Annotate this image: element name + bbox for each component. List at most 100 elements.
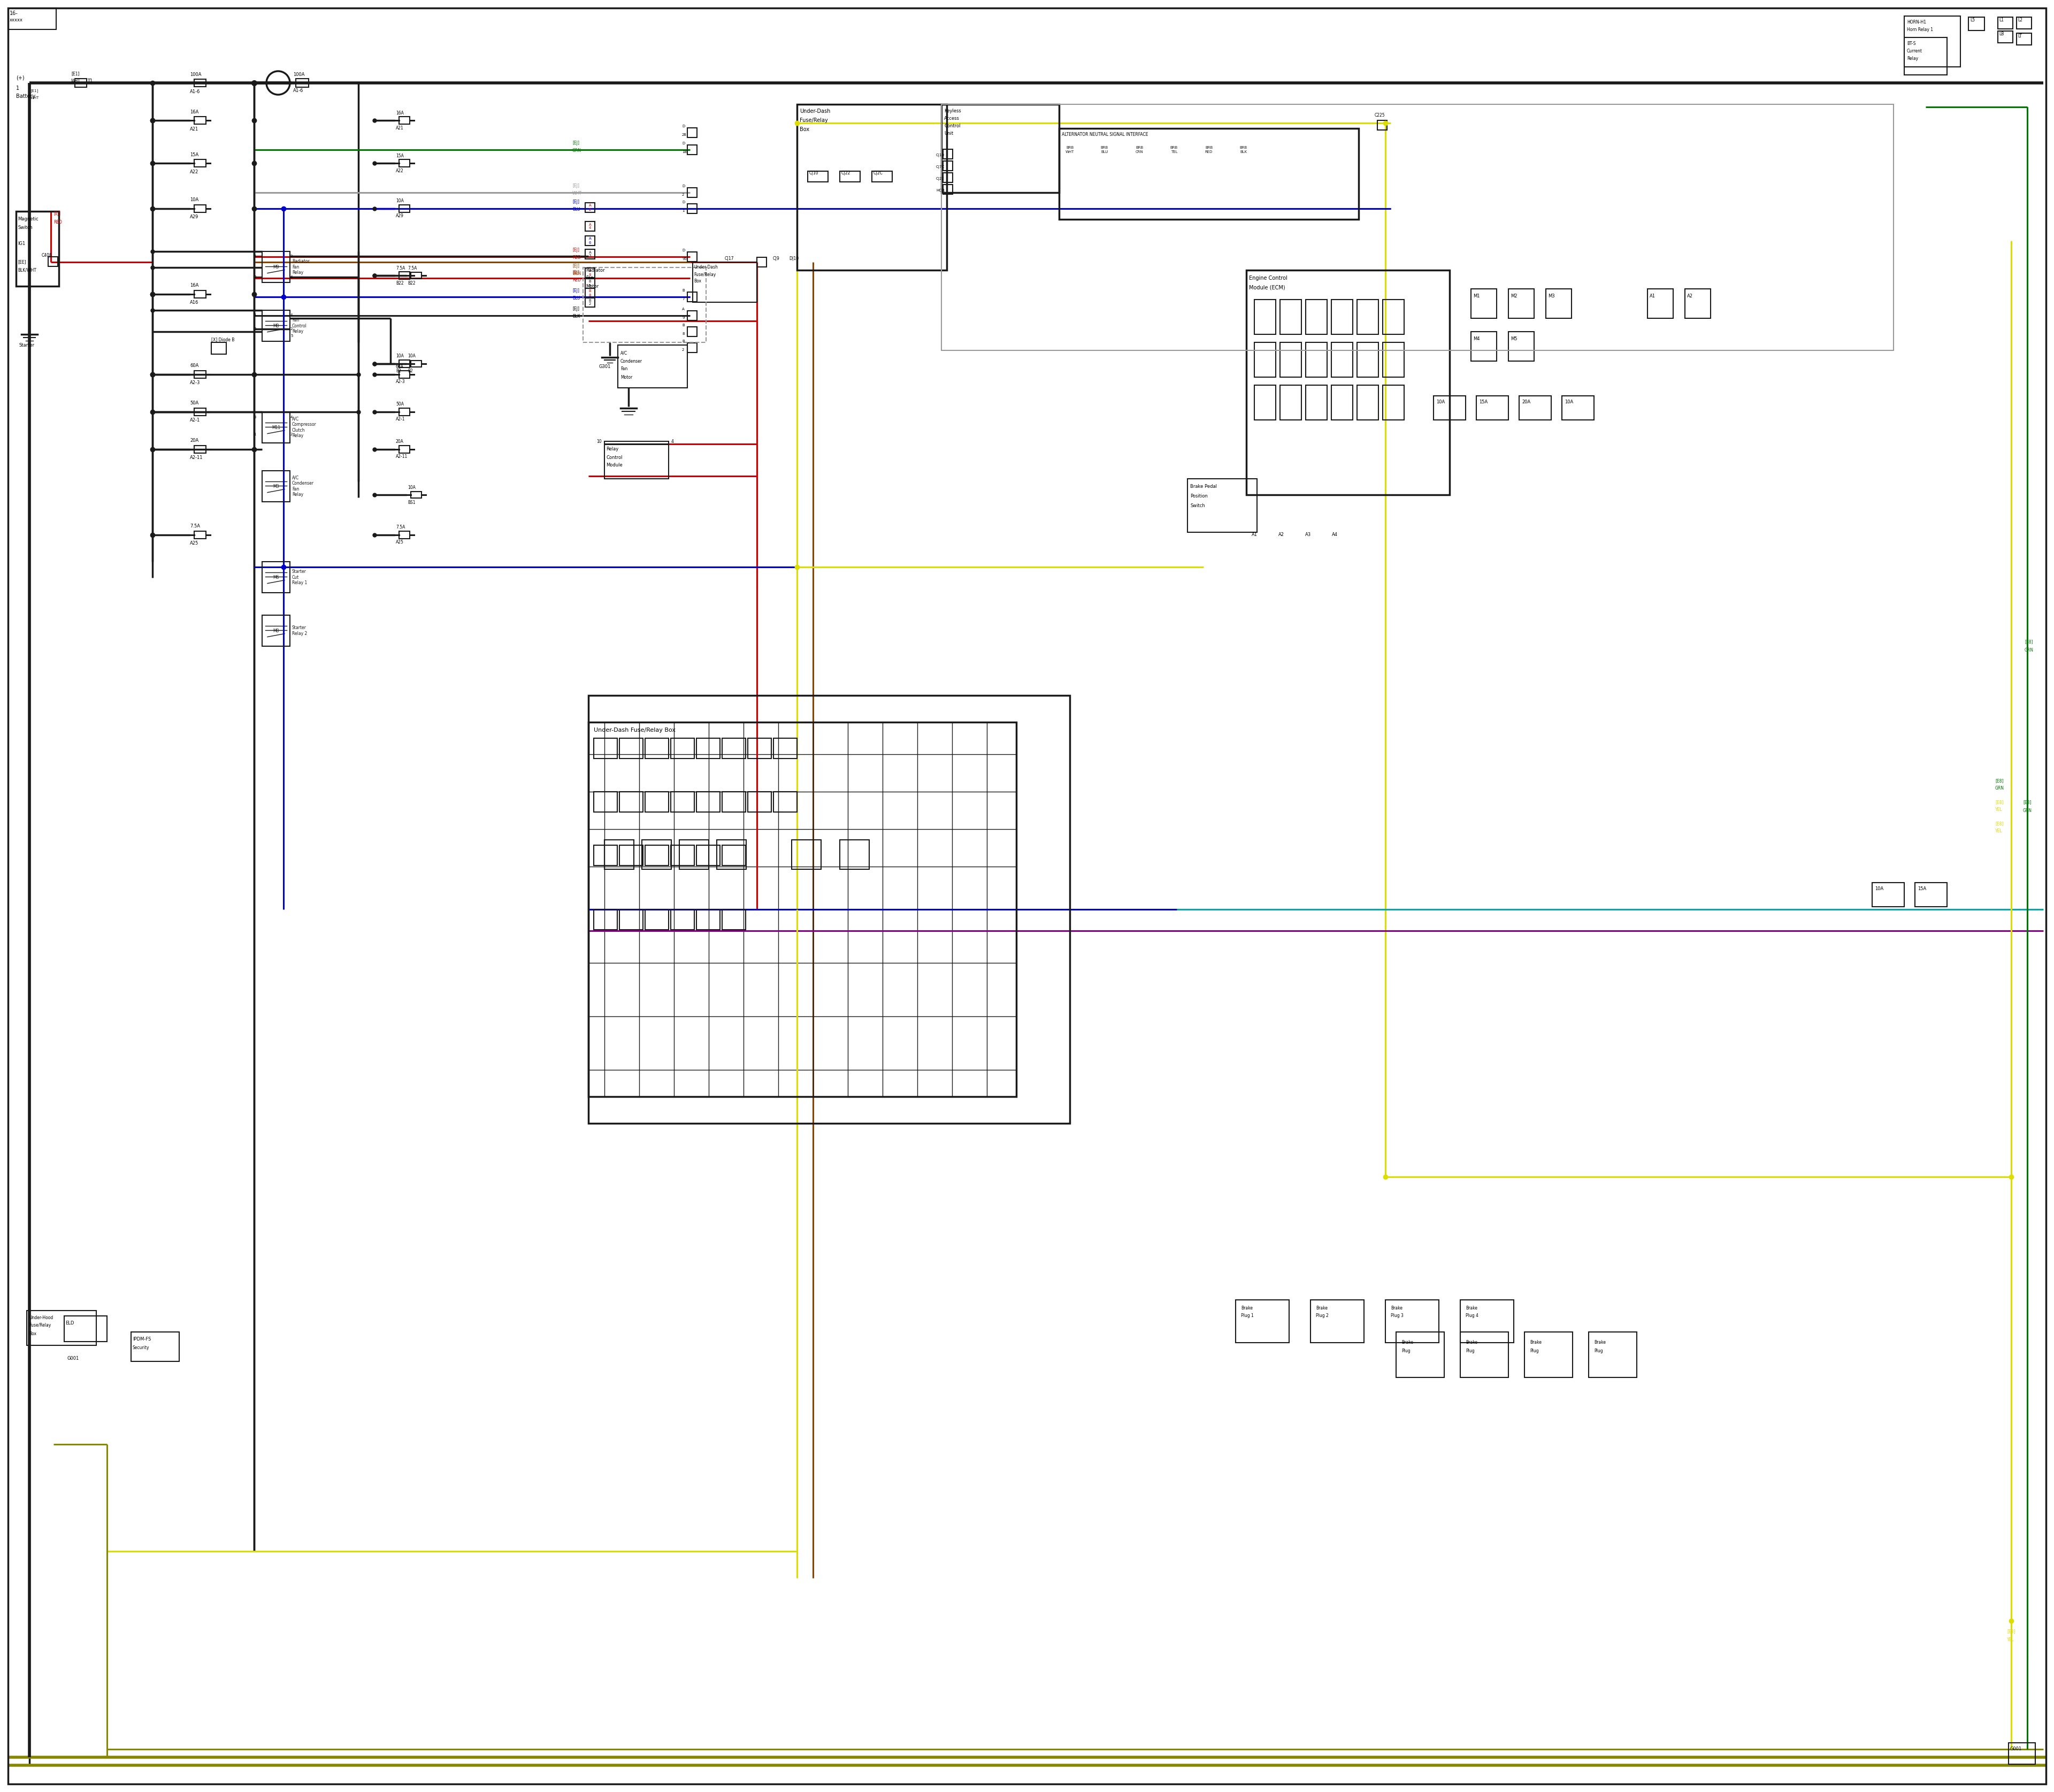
Bar	[195, 116, 205, 124]
Text: 3: 3	[253, 328, 257, 330]
Text: Position: Position	[1189, 495, 1208, 498]
Text: Condenser: Condenser	[620, 358, 643, 364]
Bar	[717, 840, 746, 869]
Text: B
9: B 9	[589, 280, 592, 287]
Bar	[2017, 34, 2031, 45]
Text: A25: A25	[396, 539, 405, 545]
Bar	[263, 412, 290, 443]
Text: Under-Hood: Under-Hood	[29, 1315, 53, 1321]
Text: A21: A21	[396, 125, 405, 131]
Text: Horn Relay 1: Horn Relay 1	[1906, 27, 1933, 32]
Text: 3: 3	[253, 276, 257, 280]
Text: M8: M8	[273, 323, 279, 328]
Text: BRB
BLU: BRB BLU	[1101, 147, 1109, 154]
Bar	[1247, 271, 1450, 495]
Bar	[871, 172, 891, 181]
Text: Plug 2: Plug 2	[1317, 1314, 1329, 1319]
Bar	[212, 342, 226, 355]
Text: A/C
Compressor
Clutch
Relay: A/C Compressor Clutch Relay	[292, 418, 316, 439]
Text: Brake: Brake	[1401, 1340, 1413, 1346]
Text: A22: A22	[396, 168, 405, 174]
Text: Control: Control	[606, 455, 622, 461]
Bar	[723, 846, 746, 866]
Text: [EJ]: [EJ]	[573, 142, 579, 145]
Bar	[594, 738, 618, 758]
Text: A
4: A 4	[589, 222, 592, 229]
Text: 10A: 10A	[407, 486, 415, 489]
Text: 60A: 60A	[189, 364, 199, 369]
Bar	[1460, 1299, 1514, 1342]
Text: [E8]: [E8]	[1994, 799, 2003, 805]
Text: BRN: BRN	[573, 271, 581, 276]
Text: (+): (+)	[16, 75, 25, 81]
Bar	[296, 79, 308, 88]
Bar	[1382, 342, 1405, 376]
Bar	[1310, 1299, 1364, 1342]
Bar	[411, 360, 421, 367]
Text: B2: B2	[407, 369, 413, 375]
Bar	[263, 561, 290, 593]
Text: A
8: A 8	[589, 269, 592, 276]
Bar	[688, 127, 696, 138]
Text: Engine Control: Engine Control	[1249, 276, 1288, 281]
Bar	[723, 909, 746, 930]
Text: ALTERNATOR NEUTRAL SIGNAL INTERFACE: ALTERNATOR NEUTRAL SIGNAL INTERFACE	[1062, 133, 1148, 138]
Text: 7.5A: 7.5A	[189, 523, 199, 529]
Text: 9: 9	[682, 315, 684, 319]
Bar	[398, 204, 409, 213]
Bar	[1434, 396, 1467, 419]
Bar	[840, 172, 861, 181]
Text: HC|1: HC|1	[937, 188, 945, 192]
Bar	[1187, 478, 1257, 532]
Text: Fan: Fan	[620, 367, 629, 371]
Text: GRN: GRN	[573, 149, 581, 154]
Text: 3: 3	[253, 416, 257, 419]
Bar	[1358, 385, 1378, 419]
Text: IPDM-FS: IPDM-FS	[134, 1337, 152, 1342]
Text: 60A: 60A	[396, 364, 405, 369]
Text: BRB
RED: BRB RED	[1206, 147, 1212, 154]
Text: Keyless: Keyless	[945, 109, 961, 113]
Text: Battery: Battery	[16, 93, 35, 99]
Bar	[585, 249, 596, 258]
Text: 20A: 20A	[189, 439, 199, 443]
Bar	[398, 360, 409, 367]
Bar	[587, 695, 1070, 1124]
Text: Under-Dash: Under-Dash	[799, 109, 830, 115]
Text: 95: 95	[682, 258, 686, 260]
Bar	[672, 792, 694, 812]
Bar	[696, 909, 721, 930]
Bar	[1471, 289, 1497, 319]
Bar	[1547, 289, 1571, 319]
Text: GRN: GRN	[2025, 647, 2033, 652]
Text: A2: A2	[1686, 294, 1692, 299]
Text: 10A: 10A	[407, 353, 415, 358]
Bar	[645, 738, 670, 758]
Bar	[398, 371, 409, 378]
Bar	[64, 1315, 107, 1342]
Bar	[585, 280, 596, 289]
Text: 50A: 50A	[189, 401, 199, 405]
Text: 1: 1	[253, 432, 257, 435]
Text: 15A: 15A	[1918, 887, 1927, 891]
Text: [EJ]: [EJ]	[573, 289, 579, 292]
Text: Access: Access	[945, 116, 959, 122]
Bar	[263, 615, 290, 647]
Text: 100A: 100A	[294, 72, 304, 77]
Text: RED: RED	[53, 220, 62, 224]
Bar	[594, 846, 618, 866]
Text: 16-: 16-	[10, 11, 18, 16]
Text: Motor: Motor	[585, 283, 598, 289]
Text: GRN: GRN	[1994, 787, 2005, 790]
Bar	[748, 792, 772, 812]
Text: A25: A25	[189, 541, 199, 547]
Text: 100A: 100A	[189, 72, 201, 77]
Text: D: D	[682, 201, 684, 204]
Text: BLK: BLK	[573, 314, 579, 319]
Text: Brake: Brake	[1317, 1306, 1327, 1310]
Text: B: B	[682, 324, 684, 326]
Text: Security: Security	[134, 1346, 150, 1351]
Text: Plug 4: Plug 4	[1467, 1314, 1479, 1319]
Text: Relay: Relay	[1906, 56, 1918, 61]
Bar	[604, 840, 635, 869]
